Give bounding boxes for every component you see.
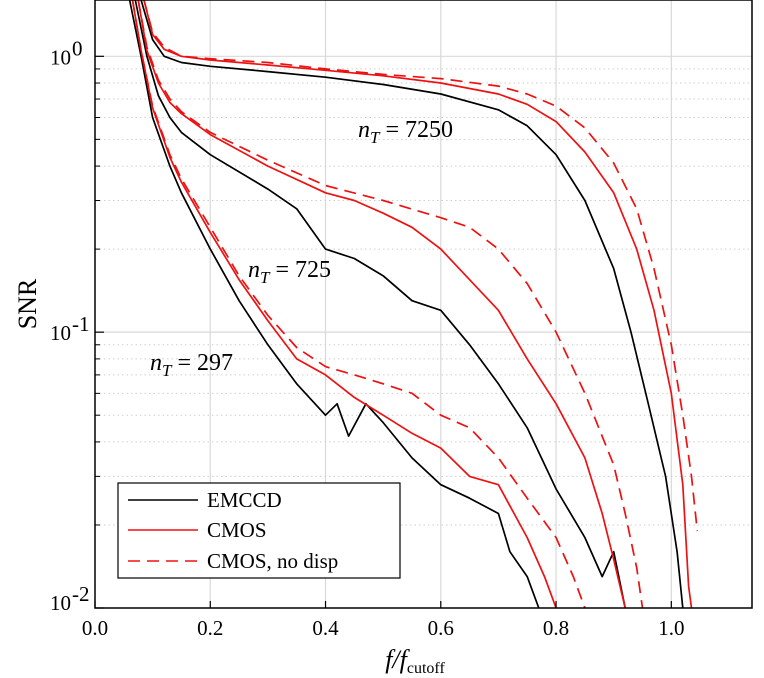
annotation-297: nT = 297: [150, 350, 233, 380]
x-axis-ticks: 0.0 0.2 0.4 0.6 0.8 1.0: [82, 601, 684, 640]
legend-label-cmos-no-disp: CMOS, no disp: [207, 549, 338, 573]
legend-label-emccd: EMCCD: [207, 488, 282, 512]
grid: [95, 0, 752, 608]
x-axis-title-main: f/f: [385, 645, 410, 674]
series-line-emccd-nt297: [128, 0, 540, 608]
x-tick-label: 0.0: [82, 616, 108, 640]
series-line-nodisp-nt297: [131, 0, 586, 608]
y-axis-title: SNR: [13, 278, 42, 329]
x-axis-title-subscript: cutoff: [407, 660, 446, 677]
annotation-7250: nT = 7250: [358, 117, 453, 147]
svg-text:nT = 725: nT = 725: [248, 257, 331, 287]
series-line-emccd-nt725: [134, 0, 627, 608]
y-tick-label: 10: [50, 591, 71, 615]
series-line-emccd-nt7250: [140, 0, 684, 608]
y-tick-label: 10: [50, 321, 71, 345]
x-tick-label: 0.8: [543, 616, 569, 640]
legend: EMCCD CMOS CMOS, no disp: [117, 482, 401, 579]
x-axis-title: f/fcutoff: [385, 645, 445, 677]
y-tick-label-exponent: -1: [72, 312, 90, 336]
series-line-nodisp-nt725: [137, 0, 644, 608]
annotation-297-text: = 297: [171, 350, 233, 376]
annotation-725-sub: T: [260, 268, 271, 287]
annotation-7250-text: = 7250: [379, 117, 453, 143]
x-tick-label: 0.4: [312, 616, 339, 640]
svg-text:nT = 297: nT = 297: [150, 350, 233, 380]
annotation-725-var: n: [248, 257, 260, 283]
y-tick-label-exponent: -2: [72, 582, 90, 606]
y-tick-label: 10: [50, 45, 71, 69]
y-tick-label-exponent: 0: [72, 36, 83, 60]
series-line-cmos-nt297: [131, 0, 557, 608]
annotation-7250-sub: T: [370, 128, 381, 147]
x-tick-label: 0.2: [197, 616, 223, 640]
annotation-297-sub: T: [162, 361, 173, 380]
plot-frame: [94, 0, 753, 609]
x-tick-label: 1.0: [658, 616, 684, 640]
annotation-725: nT = 725: [248, 257, 331, 287]
annotation-725-text: = 725: [269, 257, 331, 283]
svg-text:nT = 7250: nT = 7250: [358, 117, 453, 147]
series-line-cmos-nt725: [137, 0, 627, 608]
series-line-nodisp-nt7250: [143, 0, 699, 532]
data-lines: [128, 0, 699, 608]
annotation-7250-var: n: [358, 117, 370, 143]
annotation-297-var: n: [150, 350, 162, 376]
x-tick-label: 0.6: [428, 616, 454, 640]
legend-label-cmos: CMOS: [207, 518, 267, 542]
